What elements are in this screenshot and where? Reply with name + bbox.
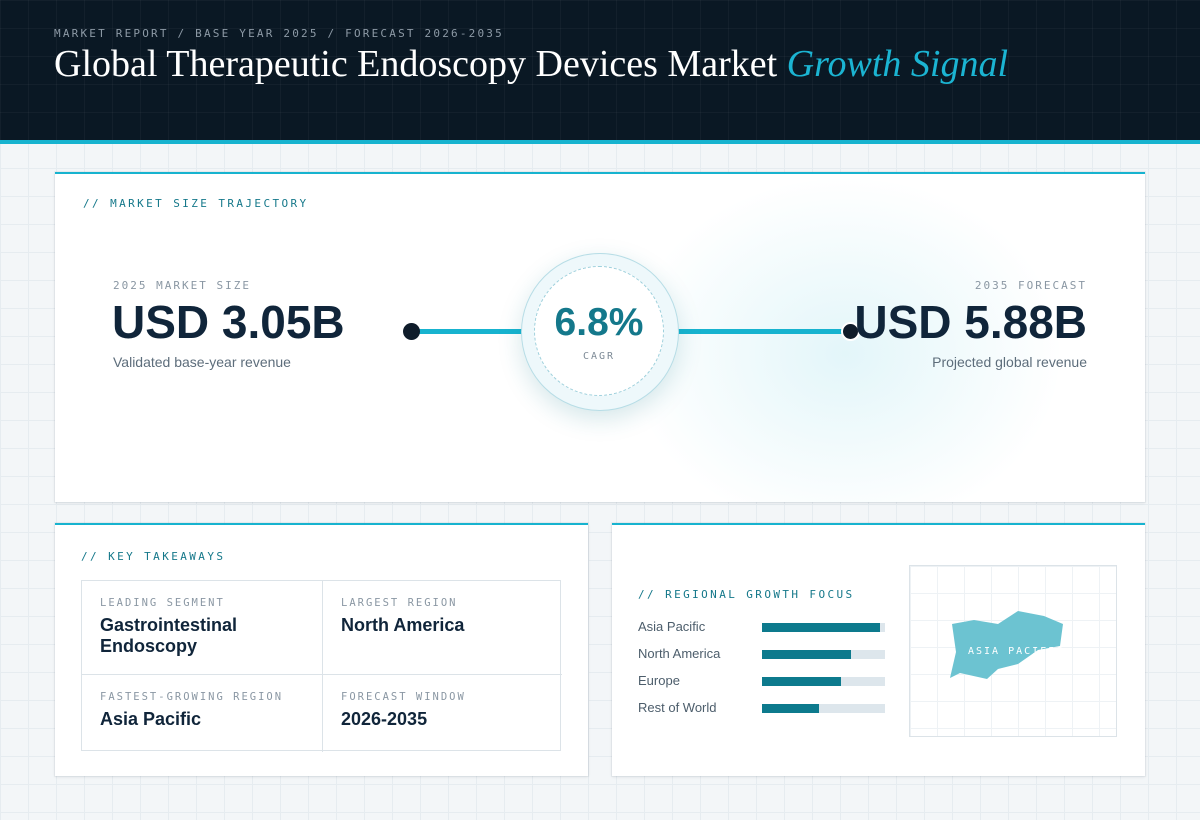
takeaway-label: FORECAST WINDOW — [341, 691, 466, 703]
start-kpi-value: USD 3.05B — [112, 296, 345, 348]
takeaway-largest-region: LARGEST REGION North America — [322, 581, 562, 674]
start-kpi-subtitle: Validated base-year revenue — [113, 354, 291, 370]
map-region-label: ASIA PACIFIC — [968, 646, 1065, 657]
title-accent: Growth Signal — [786, 43, 1009, 85]
cagr-badge: 6.8% CAGR — [521, 253, 679, 411]
takeaway-leading-segment: LEADING SEGMENT Gastrointestinal Endosco… — [82, 581, 322, 674]
key-takeaways-card: // KEY TAKEAWAYS LEADING SEGMENT Gastroi… — [55, 523, 588, 776]
region-bar-north-america: North America — [638, 646, 898, 662]
takeaway-value: Gastrointestinal Endoscopy — [100, 615, 238, 656]
takeaway-label: FASTEST-GROWING REGION — [100, 691, 284, 703]
region-bar-fill — [762, 704, 819, 713]
asia-pacific-map-shape — [950, 611, 1063, 679]
region-bar-track — [762, 650, 885, 659]
region-name: Asia Pacific — [638, 619, 706, 634]
end-kpi-label: 2035 FORECAST — [974, 279, 1087, 292]
regional-section-label: // REGIONAL GROWTH FOCUS — [638, 588, 855, 601]
takeaways-section-label: // KEY TAKEAWAYS — [81, 550, 226, 563]
region-bar-fill — [762, 677, 841, 686]
region-bar-track — [762, 677, 885, 686]
region-bar-fill — [762, 623, 881, 632]
region-bar-asia-pacific: Asia Pacific — [638, 619, 898, 635]
end-kpi-subtitle: Projected global revenue — [932, 354, 1087, 370]
region-bar-track — [762, 623, 885, 632]
start-kpi-label: 2025 MARKET SIZE — [113, 279, 251, 292]
trajectory-line-right — [673, 329, 843, 334]
takeaway-value: North America — [341, 615, 465, 635]
market-size-trajectory-card: // MARKET SIZE TRAJECTORY 2025 MARKET SI… — [55, 172, 1145, 502]
region-bar-fill — [762, 650, 851, 659]
start-point-marker — [403, 323, 420, 340]
region-name: North America — [638, 646, 721, 661]
report-eyebrow: MARKET REPORT / BASE YEAR 2025 / FORECAS… — [54, 27, 504, 40]
region-name: Europe — [638, 673, 680, 688]
cagr-inner-ring: 6.8% CAGR — [534, 266, 664, 396]
takeaway-value: 2026-2035 — [341, 709, 428, 729]
takeaway-value: Asia Pacific — [100, 709, 202, 729]
end-kpi-value: USD 5.88B — [854, 296, 1087, 348]
takeaway-fastest-growing-region: FASTEST-GROWING REGION Asia Pacific — [82, 674, 322, 752]
takeaway-forecast-window: FORECAST WINDOW 2026-2035 — [322, 674, 562, 752]
takeaway-label: LARGEST REGION — [341, 597, 458, 609]
region-bar-europe: Europe — [638, 673, 898, 689]
regional-growth-card: // REGIONAL GROWTH FOCUS Asia Pacific No… — [612, 523, 1145, 776]
title-main: Global Therapeutic Endoscopy Devices Mar… — [54, 43, 778, 85]
cagr-label: CAGR — [582, 351, 616, 362]
report-header: MARKET REPORT / BASE YEAR 2025 / FORECAS… — [0, 0, 1200, 144]
cagr-value: 6.8% — [554, 301, 644, 344]
region-bar-rest-of-world: Rest of World — [638, 700, 898, 716]
trajectory-section-label: // MARKET SIZE TRAJECTORY — [83, 197, 309, 210]
takeaways-grid: LEADING SEGMENT Gastrointestinal Endosco… — [81, 580, 562, 752]
takeaway-label: LEADING SEGMENT — [100, 597, 225, 609]
region-map: ASIA PACIFIC — [909, 565, 1117, 737]
region-bar-track — [762, 704, 885, 713]
end-point-marker — [841, 322, 860, 341]
trajectory-line-left — [413, 329, 525, 334]
region-name: Rest of World — [638, 700, 717, 715]
page-title: Global Therapeutic Endoscopy Devices Mar… — [54, 42, 1008, 86]
